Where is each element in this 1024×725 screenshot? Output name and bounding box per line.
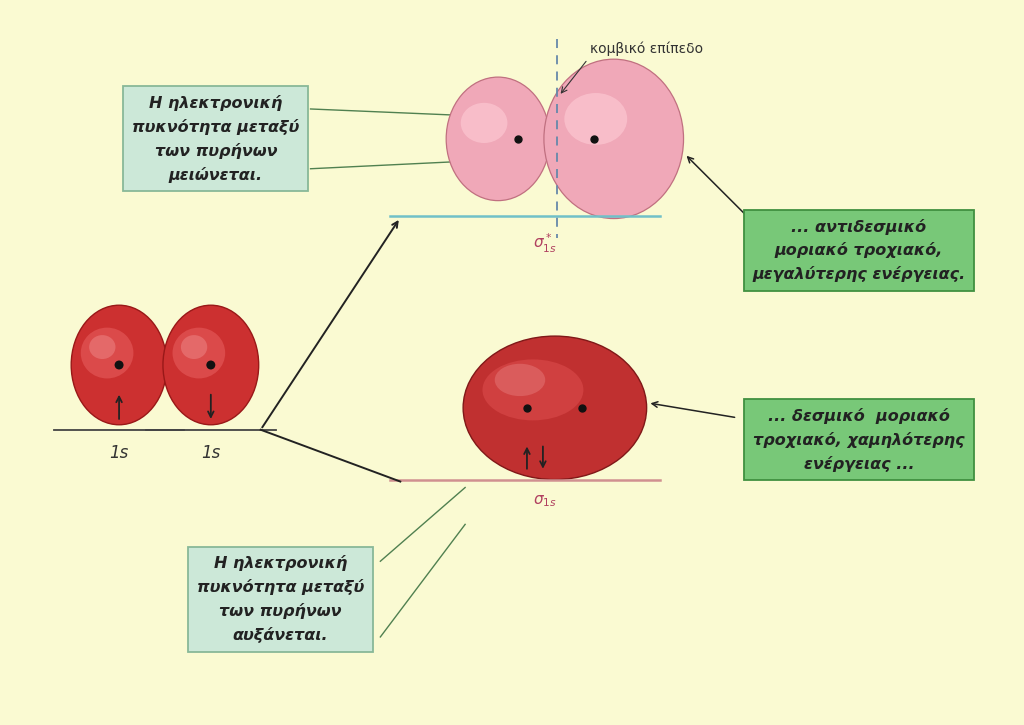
Ellipse shape — [544, 59, 684, 218]
Text: ... αντιδεσμικό
μοριακό τροχιακό,
μεγαλύτερης ενέργειας.: ... αντιδεσμικό μοριακό τροχιακό, μεγαλύ… — [753, 219, 966, 282]
Ellipse shape — [163, 305, 259, 425]
Text: Η ηλεκτρονική
πυκνότητα μεταξύ
των πυρήνων
αυξάνεται.: Η ηλεκτρονική πυκνότητα μεταξύ των πυρήν… — [197, 555, 365, 643]
Ellipse shape — [495, 364, 545, 396]
Text: $\sigma_{1s}$: $\sigma_{1s}$ — [534, 494, 557, 509]
Ellipse shape — [564, 93, 627, 145]
Ellipse shape — [461, 103, 508, 143]
Circle shape — [115, 360, 124, 370]
Text: 1s: 1s — [201, 444, 220, 462]
Ellipse shape — [463, 336, 646, 479]
Text: 1s: 1s — [110, 444, 129, 462]
Text: $\sigma^*_{1s}$: $\sigma^*_{1s}$ — [534, 231, 557, 254]
Text: κομβικό επίπεδο: κομβικό επίπεδο — [590, 42, 702, 57]
Ellipse shape — [172, 328, 225, 378]
Ellipse shape — [81, 328, 133, 378]
Ellipse shape — [482, 360, 584, 420]
Text: Η ηλεκτρονική
πυκνότητα μεταξύ
των πυρήνων
μειώνεται.: Η ηλεκτρονική πυκνότητα μεταξύ των πυρήν… — [132, 95, 299, 183]
Ellipse shape — [89, 335, 116, 359]
Ellipse shape — [181, 335, 207, 359]
Ellipse shape — [446, 77, 550, 201]
Text: ... δεσμικό  μοριακό
τροχιακό, χαμηλότερης
ενέργειας ...: ... δεσμικό μοριακό τροχιακό, χαμηλότερη… — [754, 408, 965, 471]
Ellipse shape — [72, 305, 167, 425]
Circle shape — [206, 360, 215, 370]
